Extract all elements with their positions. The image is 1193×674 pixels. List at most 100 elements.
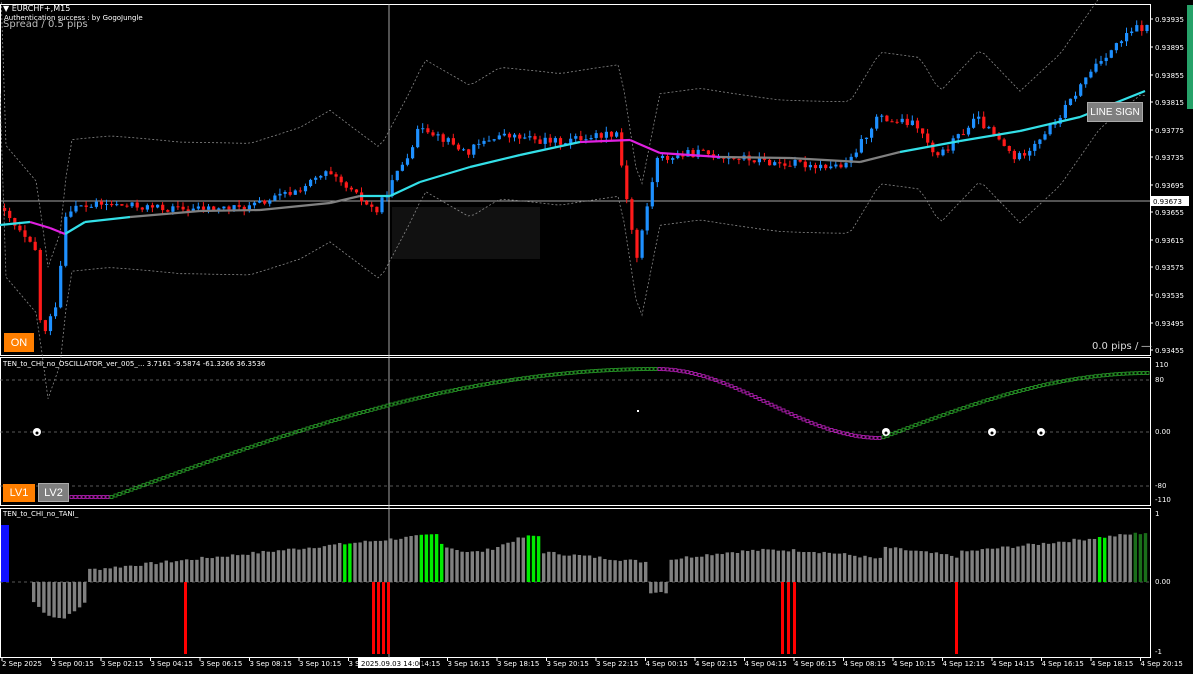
histogram-bar — [501, 544, 505, 582]
moving-average-segment — [859, 150, 901, 164]
oscillator-dot — [381, 404, 386, 409]
oscillator-dot — [1001, 393, 1006, 398]
time-label: 3 Sep 00:15 — [52, 660, 94, 668]
time-label: 4 Sep 06:15 — [794, 660, 836, 668]
histogram-bar — [934, 552, 939, 582]
histogram-bar — [924, 551, 928, 582]
histogram-bar — [169, 562, 174, 582]
candle-body — [1084, 77, 1088, 85]
candle-body — [543, 137, 547, 144]
tani-level-label: -1 — [1155, 648, 1162, 656]
histogram-bar — [1036, 544, 1041, 582]
symbol-title: ▼ EURCHF+,M15 — [3, 4, 71, 13]
oscillator-dot — [1069, 377, 1074, 382]
time-label: 4 Sep 16:15 — [1042, 660, 1084, 668]
oscillator-dot — [433, 392, 438, 397]
histogram-bar — [496, 546, 500, 582]
oscillator-dot — [1125, 371, 1130, 376]
histogram-bar — [802, 552, 806, 582]
oscillator-dot — [421, 394, 426, 399]
histogram-bar — [327, 544, 332, 582]
on-button[interactable]: ON — [4, 333, 34, 352]
oscillator-dot — [785, 410, 790, 415]
candle-body — [94, 201, 98, 207]
candle-body — [1017, 153, 1022, 160]
oscillator-dot — [113, 493, 118, 498]
candle-body — [1053, 123, 1057, 125]
dropdown-triangle-icon[interactable]: ▼ — [3, 4, 10, 13]
histogram-bar — [888, 548, 893, 582]
oscillator-dot — [1009, 391, 1014, 396]
time-label: 4 Sep 04:15 — [745, 660, 787, 668]
histogram-signal-red — [372, 582, 375, 654]
oscillator-dot — [833, 429, 838, 434]
price-label: 0.93775 — [1155, 127, 1184, 135]
candle-body — [405, 158, 410, 165]
price-label: 0.93735 — [1155, 154, 1184, 162]
oscillator-dot — [1129, 371, 1134, 376]
lv2-button[interactable]: LV2 — [38, 483, 69, 502]
candle-body — [951, 138, 955, 151]
histogram-bar — [338, 542, 342, 582]
histogram-bar — [307, 547, 311, 582]
histogram-bar — [613, 560, 617, 582]
histogram-bar — [358, 542, 362, 582]
histogram-bar — [103, 568, 107, 582]
candle-body — [717, 157, 721, 159]
candle-body — [987, 127, 991, 129]
vertical-scrollbar[interactable] — [1187, 5, 1193, 109]
time-label: 3 Sep 04:15 — [151, 660, 193, 668]
candle-body — [293, 190, 297, 195]
oscillator-dot — [333, 418, 338, 422]
candle-body — [89, 206, 93, 208]
candle-body — [298, 190, 302, 192]
oscillator-dot — [1017, 389, 1022, 393]
line-sign-button[interactable]: LINE SIGN — [1087, 102, 1143, 122]
oscillator-dot — [197, 462, 202, 467]
candle-body — [625, 165, 629, 200]
oscillator-dot — [89, 495, 94, 499]
candle-body — [895, 121, 899, 123]
candle-body — [1063, 104, 1067, 118]
oscillator-dot — [85, 495, 90, 499]
oscillator-dot — [369, 407, 374, 412]
oscillator-dot — [81, 495, 86, 499]
histogram-bar — [766, 549, 770, 582]
oscillator-level-label: -80 — [1155, 482, 1166, 490]
candle-body — [482, 140, 486, 144]
oscillator-dot — [669, 367, 674, 372]
candle-body — [982, 116, 986, 129]
candle-body — [956, 134, 960, 139]
histogram-bar — [1021, 545, 1025, 582]
histogram-bar — [598, 556, 602, 582]
oscillator-dot — [213, 457, 218, 462]
oscillator-dot — [801, 417, 806, 422]
candle-body — [824, 164, 828, 169]
candle-body — [691, 150, 695, 158]
oscillator-dot — [593, 369, 598, 373]
histogram-bar — [1108, 535, 1112, 582]
oscillator-dot — [253, 443, 258, 448]
oscillator-level-label: -110 — [1155, 496, 1171, 504]
histogram-bar — [526, 535, 531, 582]
oscillator-dot — [141, 483, 146, 488]
oscillator-dot — [905, 426, 910, 431]
histogram-bar — [577, 554, 582, 582]
candle-body — [441, 134, 445, 142]
candle-body — [854, 152, 858, 157]
candle-body — [354, 189, 359, 193]
candle-body — [1048, 124, 1052, 135]
oscillator-dot — [257, 442, 262, 446]
histogram-bar — [409, 536, 413, 582]
oscillator-dot — [201, 461, 206, 466]
histogram-bar — [751, 549, 755, 582]
candle-body — [344, 182, 348, 188]
oscillator-dot — [529, 375, 534, 380]
histogram-bar — [700, 556, 704, 582]
oscillator-dot — [281, 434, 286, 439]
histogram-bar — [42, 582, 46, 613]
candle-body — [635, 229, 639, 258]
histogram-bar — [246, 554, 250, 582]
lv1-button[interactable]: LV1 — [3, 484, 35, 502]
